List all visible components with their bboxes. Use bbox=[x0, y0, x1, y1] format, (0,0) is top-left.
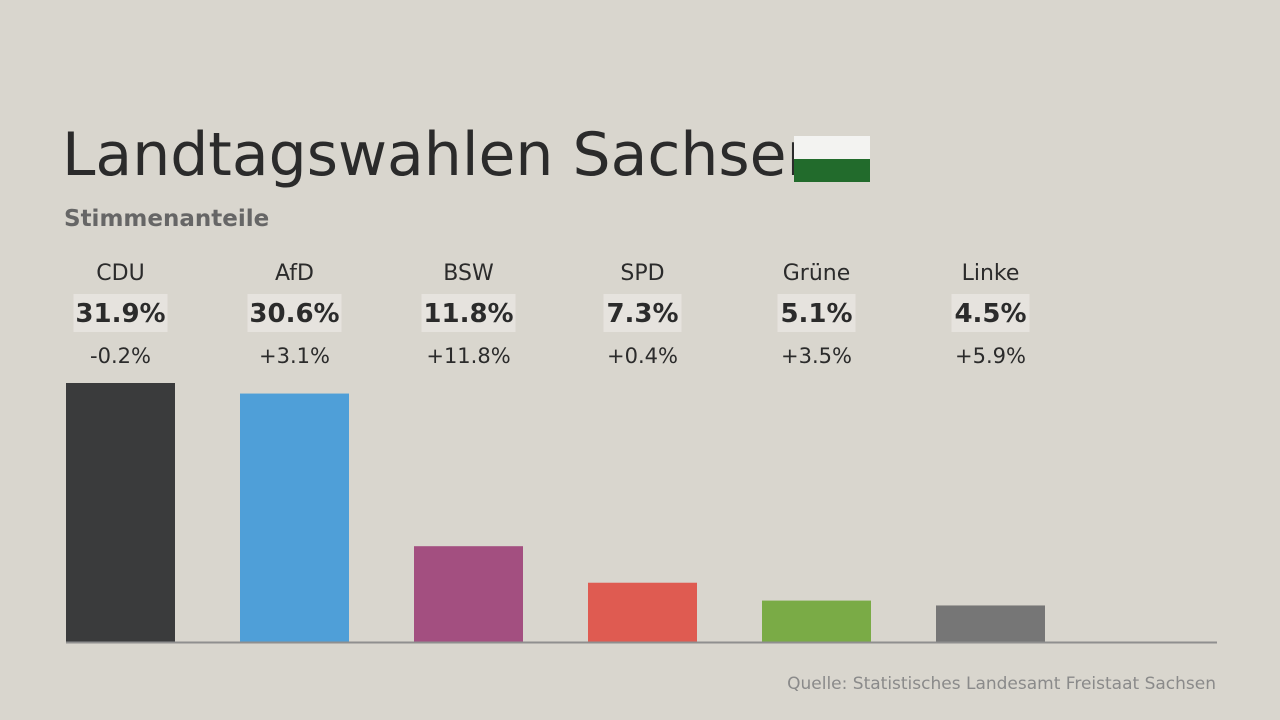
value-label: 11.8% bbox=[423, 299, 513, 329]
value-label: 5.1% bbox=[780, 299, 852, 329]
change-label: +11.8% bbox=[426, 344, 510, 368]
flag-white-stripe bbox=[794, 136, 870, 159]
change-label: +5.9% bbox=[955, 344, 1026, 368]
page-subtitle: Stimmenanteile bbox=[64, 206, 270, 232]
source-note: Quelle: Statistisches Landesamt Freistaa… bbox=[787, 674, 1216, 694]
change-label: -0.2% bbox=[90, 344, 151, 368]
value-label-box bbox=[421, 294, 516, 332]
change-label: +0.4% bbox=[607, 344, 678, 368]
category-label: BSW bbox=[443, 261, 494, 286]
flag-green-stripe bbox=[794, 159, 870, 182]
category-label: SPD bbox=[620, 261, 664, 286]
value-label: 7.3% bbox=[606, 299, 678, 329]
bar-afd bbox=[240, 393, 349, 642]
value-label: 30.6% bbox=[249, 299, 339, 329]
value-label-box bbox=[951, 294, 1030, 332]
value-label-box bbox=[777, 294, 856, 332]
value-label: 31.9% bbox=[75, 299, 165, 329]
bar-bsw bbox=[414, 546, 523, 642]
bar-cdu bbox=[66, 383, 175, 642]
change-label: +3.5% bbox=[781, 344, 852, 368]
saxony-flag-icon bbox=[794, 136, 870, 182]
change-label: +3.1% bbox=[259, 344, 330, 368]
bar-spd bbox=[588, 582, 697, 642]
page-title: Landtagswahlen Sachsen bbox=[62, 120, 825, 190]
value-label-box bbox=[73, 294, 168, 332]
category-label: AfD bbox=[275, 261, 314, 286]
value-label-box bbox=[603, 294, 682, 332]
category-label: Linke bbox=[962, 261, 1020, 286]
bar-linke bbox=[936, 605, 1045, 642]
category-label: CDU bbox=[96, 261, 144, 286]
value-label-box bbox=[247, 294, 342, 332]
value-label: 4.5% bbox=[954, 299, 1026, 329]
bar-grüne bbox=[762, 600, 871, 642]
category-label: Grüne bbox=[783, 261, 851, 286]
